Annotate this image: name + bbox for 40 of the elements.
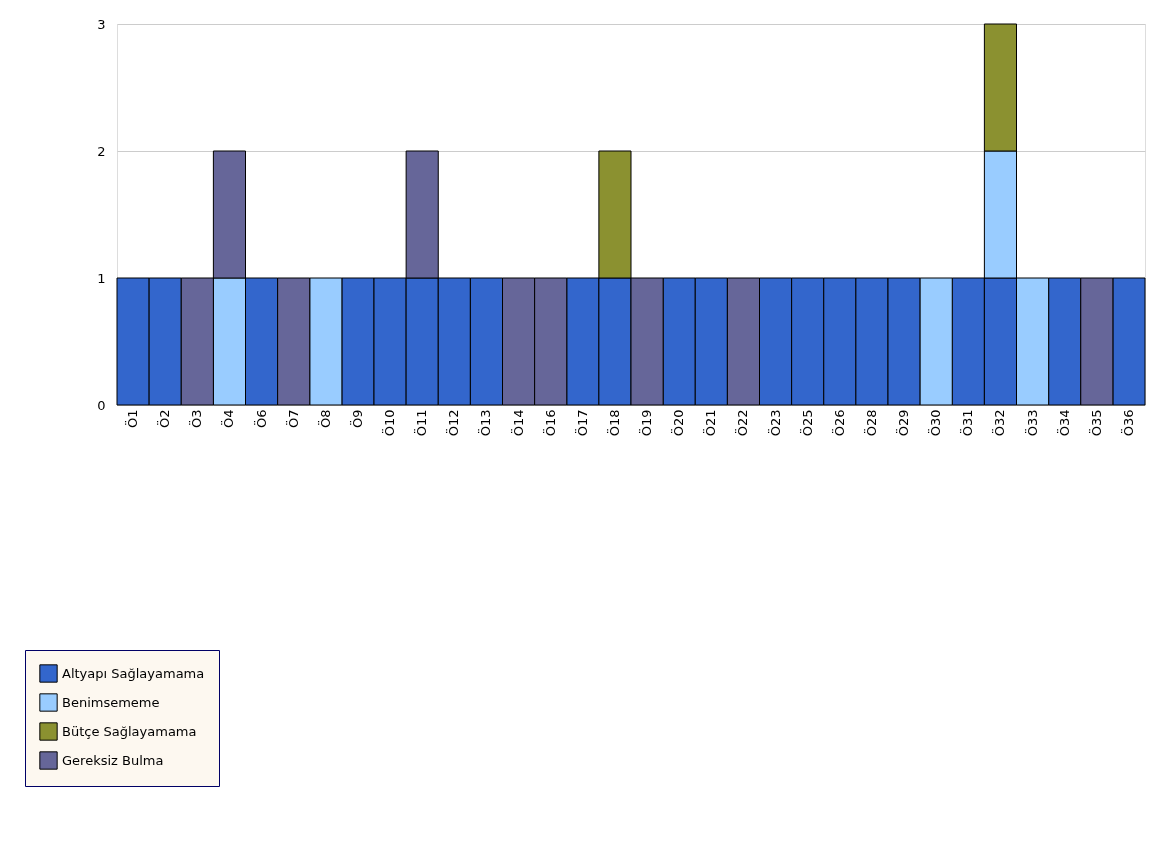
x-tick-label: Ö11 (413, 409, 430, 437)
y-tick-label: 3 (97, 16, 106, 32)
y-tick-label: 2 (97, 143, 106, 159)
x-tick-label: Ö31 (959, 409, 976, 437)
x-tick-label: Ö32 (991, 409, 1008, 437)
x-tick-label: Ö19 (638, 409, 655, 437)
legend-label: Benimsememe (62, 694, 160, 710)
x-tick-label: Ö30 (927, 409, 944, 437)
x-tick-label: Ö20 (670, 409, 687, 437)
x-tick-label: Ö16 (541, 409, 558, 437)
x-tick-label: Ö10 (381, 409, 398, 437)
x-tick-label: Ö17 (573, 409, 590, 437)
x-tick-label: Ö12 (445, 409, 462, 437)
y-tick-label: 0 (97, 397, 106, 413)
x-tick-label: Ö34 (1055, 409, 1072, 437)
x-tick-label: Ö36 (1119, 409, 1136, 437)
x-tick-label: Ö1 (124, 409, 141, 429)
x-tick-label: Ö21 (702, 409, 719, 437)
x-tick-label: Ö29 (895, 409, 912, 437)
legend-label: Bütçe Sağlayamama (62, 723, 197, 739)
x-tick-label: Ö2 (156, 409, 173, 429)
x-tick-label: Ö25 (798, 409, 815, 437)
x-tick-label: Ö35 (1087, 409, 1104, 437)
x-tick-label: Ö3 (188, 409, 205, 429)
x-tick-label: Ö14 (509, 409, 526, 437)
y-tick-label: 1 (97, 270, 106, 286)
x-tick-label: Ö4 (220, 409, 237, 429)
x-tick-label: Ö7 (284, 409, 301, 429)
x-tick-label: Ö8 (316, 409, 333, 429)
x-tick-label: Ö6 (252, 409, 269, 429)
x-tick-label: Ö13 (477, 409, 494, 437)
x-tick-label: Ö26 (830, 409, 847, 437)
x-tick-label: Ö18 (605, 409, 622, 437)
x-tick-label: Ö23 (766, 409, 783, 437)
legend-label: Altyapı Sağlayamama (62, 665, 205, 681)
x-tick-label: Ö9 (348, 409, 365, 429)
x-tick-label: Ö33 (1023, 409, 1040, 437)
legend-label: Gereksiz Bulma (62, 752, 164, 768)
x-tick-label: Ö28 (862, 409, 879, 437)
x-tick-label: Ö22 (734, 409, 751, 437)
